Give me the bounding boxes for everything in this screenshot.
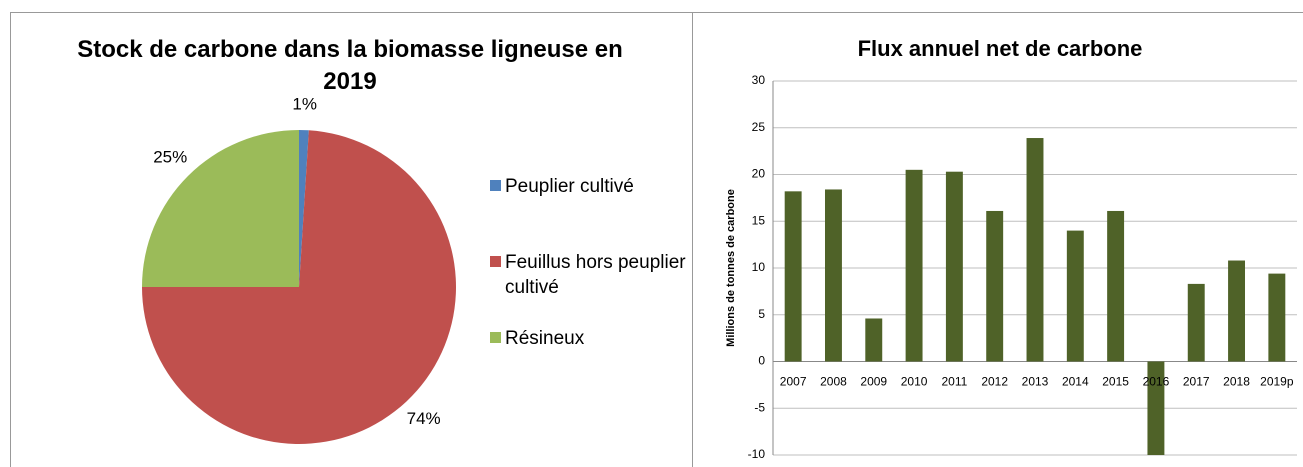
bar — [986, 210, 1004, 362]
bar — [1268, 273, 1286, 362]
bar — [1066, 230, 1084, 362]
x-tick-label: 2019p — [1260, 375, 1294, 389]
x-tick-label: 2014 — [1062, 375, 1089, 389]
y-tick-label: -10 — [748, 447, 766, 461]
y-tick-label: 5 — [758, 307, 765, 321]
x-tick-label: 2011 — [941, 375, 967, 389]
bar — [1187, 283, 1205, 362]
legend-item: Résineux — [490, 326, 690, 351]
data-label: 1% — [292, 94, 317, 113]
x-tick-label: 2016 — [1143, 375, 1170, 389]
x-tick-label: 2015 — [1102, 375, 1129, 389]
y-tick-label: 10 — [752, 260, 766, 274]
frame — [10, 12, 1303, 467]
x-tick-label: 2008 — [820, 375, 847, 389]
x-tick-label: 2010 — [901, 375, 928, 389]
bar — [1026, 138, 1044, 362]
bar — [865, 318, 883, 362]
legend-label: Résineux — [505, 328, 585, 349]
legend-swatch — [490, 180, 501, 191]
bar — [1228, 260, 1246, 362]
legend-label: Peuplier cultivé — [505, 176, 634, 197]
pie-slice — [142, 130, 456, 444]
y-tick-label: 0 — [758, 354, 765, 368]
bar — [905, 169, 923, 362]
x-tick-label: 2009 — [860, 375, 887, 389]
x-tick-label: 2017 — [1183, 375, 1210, 389]
bar — [945, 171, 963, 362]
data-label: 25% — [153, 148, 187, 167]
pie-title: Stock de carbone dans la biomasse ligneu… — [77, 36, 623, 95]
pie-slice — [142, 130, 299, 287]
y-tick-label: 20 — [752, 167, 766, 181]
bar — [1107, 210, 1125, 362]
y-tick-label: 30 — [752, 73, 766, 87]
legend-item: Feuillus hors peuplier cultivé — [490, 250, 690, 300]
x-tick-label: 2012 — [981, 375, 1008, 389]
legend-swatch — [490, 332, 501, 343]
pie-slice — [299, 130, 309, 287]
data-label: 74% — [407, 409, 441, 428]
y-tick-label: 15 — [752, 213, 766, 227]
legend-item: Peuplier cultivé — [490, 174, 690, 199]
bar — [784, 191, 802, 362]
x-tick-label: 2018 — [1223, 375, 1250, 389]
y-axis-label: Millions de tonnes de carbone — [725, 189, 737, 347]
bar — [1147, 361, 1165, 455]
legend-swatch — [490, 256, 501, 267]
legend-label: Feuillus hors peuplier cultivé — [505, 252, 686, 298]
y-tick-label: -5 — [754, 400, 765, 414]
x-tick-label: 2007 — [780, 375, 807, 389]
y-tick-label: 25 — [752, 120, 766, 134]
bar-title: Flux annuel net de carbone — [857, 36, 1143, 61]
bar — [824, 189, 842, 362]
x-tick-label: 2013 — [1022, 375, 1049, 389]
